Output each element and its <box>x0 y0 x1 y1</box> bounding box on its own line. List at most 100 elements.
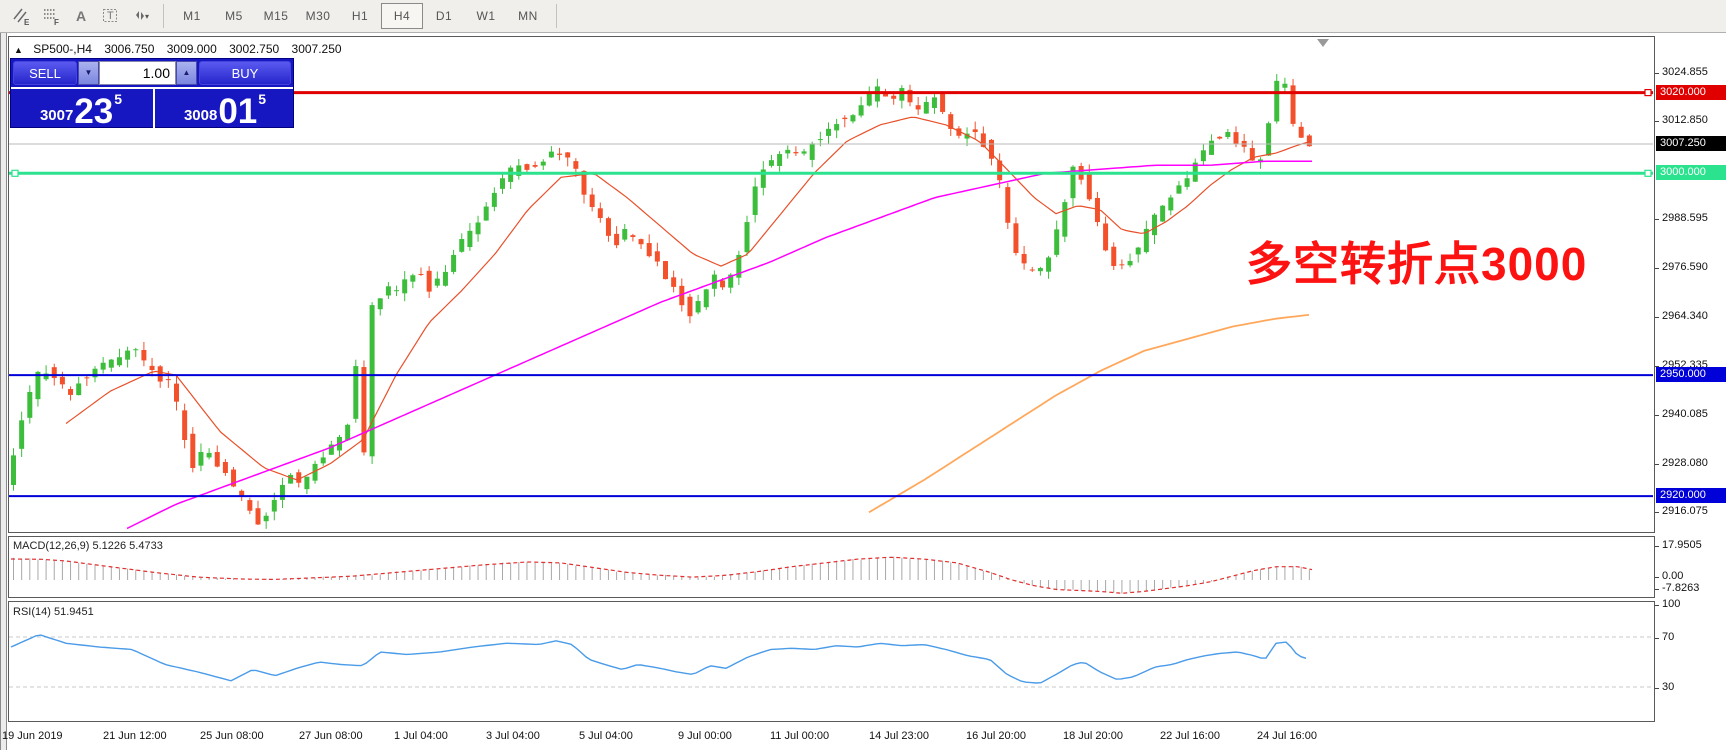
symbol-period: SP500-,H4 <box>33 42 92 56</box>
collapse-triangle-icon[interactable]: ▲ <box>14 45 23 55</box>
chart-annotation-text: 多空转折点3000 <box>1246 238 1588 290</box>
buy-button[interactable]: BUY <box>199 61 291 85</box>
time-axis-label: 18 Jul 20:00 <box>1063 730 1123 742</box>
timeframe-H4[interactable]: H4 <box>381 3 423 29</box>
rsi-axis-tick <box>1655 605 1659 606</box>
time-axis-label: 1 Jul 04:00 <box>394 730 448 742</box>
rsi-axis-tick <box>1655 638 1659 639</box>
timeframe-M1[interactable]: M1 <box>183 9 201 23</box>
text-icon[interactable]: A <box>67 3 95 29</box>
rsi-axis-label: 100 <box>1662 598 1681 610</box>
price-axis-label: 2928.080 <box>1662 456 1708 469</box>
toolbar-separator <box>163 4 164 28</box>
macd-axis-label: 17.9505 <box>1662 539 1702 551</box>
arrows-icon: ▾ <box>136 11 149 21</box>
price-badge-3007.250: 3007.250 <box>1656 136 1726 152</box>
macd-panel[interactable] <box>8 536 1655 598</box>
rsi-axis-label: 30 <box>1662 681 1675 693</box>
svg-text:A: A <box>76 8 86 24</box>
rsi-panel[interactable] <box>8 601 1655 722</box>
buy-price-sup: 5 <box>258 91 267 107</box>
timeframe-M5[interactable]: M5 <box>225 9 243 23</box>
left-splitter[interactable] <box>0 33 7 750</box>
price-badge-3000.000: 3000.000 <box>1656 165 1726 181</box>
timeframe-MN[interactable]: MN <box>518 9 538 23</box>
price-axis-tick <box>1655 511 1659 513</box>
time-axis-label: 5 Jul 04:00 <box>579 730 633 742</box>
svg-text:T: T <box>107 10 114 22</box>
buy-price-big: 01 <box>218 92 258 131</box>
timeframe-D1[interactable]: D1 <box>435 9 453 23</box>
price-axis-label: 2916.075 <box>1662 504 1708 517</box>
price-axis-tick <box>1655 73 1659 74</box>
text-label-icon: T <box>103 9 117 22</box>
volume-input[interactable]: 1.00 <box>99 61 176 85</box>
price-axis-tick <box>1655 219 1659 221</box>
sell-price-sup: 5 <box>114 91 123 107</box>
price-axis-label: 2976.590 <box>1662 260 1708 273</box>
time-axis-label: 11 Jul 00:00 <box>770 730 830 742</box>
sell-button[interactable]: SELL <box>13 61 77 85</box>
text-icon: A <box>76 8 86 24</box>
price-axis-label: 3024.855 <box>1662 66 1708 78</box>
time-axis-label: 3 Jul 04:00 <box>486 730 540 742</box>
price-axis-tick <box>1655 267 1659 269</box>
timeframe-M30[interactable]: M30 <box>305 9 331 23</box>
fibonacci-icon: F <box>44 9 59 26</box>
price-badge-3020.000: 3020.000 <box>1656 84 1726 100</box>
toolbar: E F A T ▾ M1 M5 M15 M30 H1 H4 D1 W1 MN <box>0 0 1726 33</box>
time-axis-label: 24 Jul 16:00 <box>1257 730 1317 742</box>
time-axis-label: 27 Jun 08:00 <box>299 730 363 742</box>
arrows-icon[interactable]: ▾ <box>127 3 155 29</box>
sell-quote[interactable]: 3007 23 5 <box>11 89 151 129</box>
macd-axis-tick <box>1655 577 1659 578</box>
macd-axis-label: 0.00 <box>1662 570 1684 582</box>
macd-label: MACD(12,26,9) 5.1226 5.4733 <box>13 540 163 552</box>
time-axis-label: 19 Jun 2019 <box>2 730 63 742</box>
time-axis-label: 16 Jul 20:00 <box>966 730 1026 742</box>
rsi-axis-label: 70 <box>1662 631 1675 643</box>
time-axis-label: 14 Jul 23:00 <box>869 730 929 742</box>
macd-axis-label: -7.8263 <box>1662 582 1700 594</box>
svg-text:E: E <box>24 18 30 26</box>
ohlc-low: 3002.750 <box>229 42 280 56</box>
time-axis-label: 22 Jul 16:00 <box>1160 730 1220 742</box>
ohlc-close: 3007.250 <box>291 42 342 56</box>
text-label-icon[interactable]: T <box>97 3 125 29</box>
volume-decrease-button[interactable]: ▼ <box>78 61 99 85</box>
one-click-trade-panel: SELL ▼ 1.00 ▲ BUY 3007 23 5 3008 01 5 <box>10 58 294 129</box>
timeframe-bar: M1 M5 M15 M30 H1 H4 D1 W1 MN <box>171 3 549 29</box>
timeframe-H1[interactable]: H1 <box>351 9 369 23</box>
price-axis-label: 2988.595 <box>1662 212 1708 225</box>
buy-price-prefix: 3008 <box>183 107 218 124</box>
sell-price-prefix: 3007 <box>39 107 74 124</box>
rsi-label: RSI(14) 51.9451 <box>13 606 94 618</box>
sell-price-big: 23 <box>74 92 114 131</box>
timeframe-M15[interactable]: M15 <box>263 9 289 23</box>
price-axis-label: 2964.340 <box>1662 310 1708 323</box>
buy-quote[interactable]: 3008 01 5 <box>153 89 295 129</box>
quotes-row: 3007 23 5 3008 01 5 <box>11 87 293 129</box>
ohlc-open: 3006.750 <box>104 42 155 56</box>
price-axis-label: 2940.085 <box>1662 408 1708 421</box>
macd-axis-tick <box>1655 546 1659 547</box>
toolbar-separator <box>556 4 557 28</box>
time-axis-label: 9 Jul 00:00 <box>678 730 732 742</box>
timeframe-W1[interactable]: W1 <box>476 9 496 23</box>
equidistant-channel-icon: E <box>13 8 30 26</box>
time-axis-label: 25 Jun 08:00 <box>200 730 264 742</box>
macd-axis-tick <box>1655 589 1659 590</box>
price-badge-2950.000: 2950.000 <box>1656 367 1726 383</box>
svg-text:F: F <box>54 18 59 26</box>
price-axis-label: 3012.850 <box>1662 114 1708 127</box>
price-axis-tick <box>1655 121 1659 123</box>
price-axis-tick <box>1655 365 1659 367</box>
price-axis-tick <box>1655 317 1659 319</box>
fibonacci-icon[interactable]: F <box>37 3 65 29</box>
price-axis-tick <box>1655 463 1659 465</box>
equidistant-channel-icon[interactable]: E <box>7 3 35 29</box>
price-axis-tick <box>1655 415 1659 417</box>
volume-increase-button[interactable]: ▲ <box>176 61 197 85</box>
svg-text:▾: ▾ <box>145 12 149 21</box>
